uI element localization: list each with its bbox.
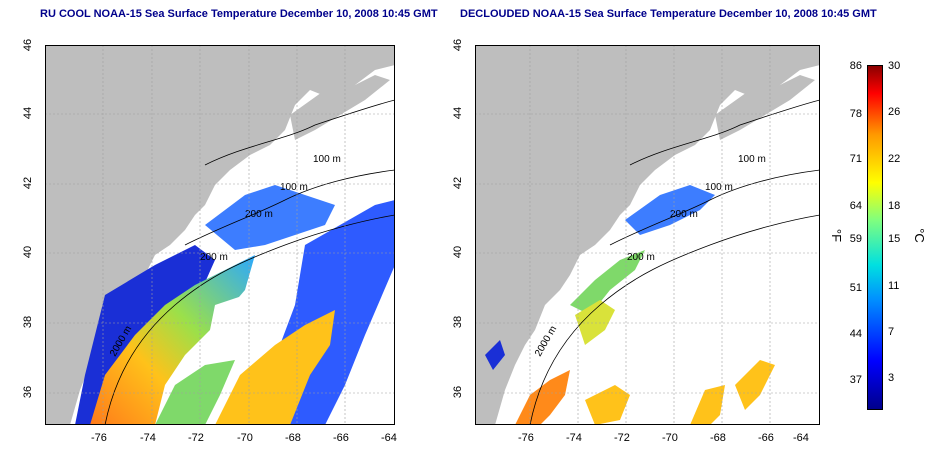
right-map-title: DECLOUDED NOAA-15 Sea Surface Temperatur… — [460, 8, 877, 20]
land-mass — [45, 45, 395, 425]
y-tick-label: 38 — [22, 315, 35, 329]
grid-lines — [45, 45, 395, 425]
colorbar-f-tick: 71 — [849, 153, 862, 165]
right-x-axis: -76 -74 -72 -70 -68 -66 -64 — [475, 432, 820, 448]
left-x-axis: -76 -74 -72 -70 -68 -66 -64 — [45, 432, 397, 448]
contour-100m — [629, 99, 820, 166]
y-tick-label: 38 — [452, 315, 465, 329]
y-tick-label: 46 — [22, 38, 35, 52]
y-tick-label: 40 — [452, 245, 465, 259]
contour-2000m — [529, 214, 820, 425]
sst-patch-east-yellow — [735, 360, 775, 410]
contour-label: 200 m — [245, 209, 273, 220]
colorbar-c-tick: 30 — [888, 60, 901, 72]
x-tick-label: -76 — [518, 432, 534, 444]
left-map: 100 m 100 m 200 m 200 m 2000 m — [45, 45, 395, 425]
x-tick-label: -66 — [758, 432, 774, 444]
colorbar-c-tick: 15 — [888, 233, 901, 245]
contour-label: 100 m — [280, 182, 308, 193]
left-map-title: RU COOL NOAA-15 Sea Surface Temperature … — [40, 8, 438, 20]
contour-200m — [609, 169, 820, 246]
x-tick-label: -74 — [566, 432, 582, 444]
contour-100m — [204, 99, 395, 166]
colorbar-c-tick: 26 — [888, 106, 901, 118]
contour-label: 200 m — [670, 209, 698, 220]
x-tick-label: -64 — [793, 432, 809, 444]
contour-label: 100 m — [738, 154, 766, 165]
nova-scotia-land — [715, 75, 815, 140]
map-frame — [45, 45, 395, 425]
x-tick-label: -74 — [140, 432, 156, 444]
y-tick-label: 42 — [452, 176, 465, 190]
x-tick-label: -76 — [91, 432, 107, 444]
y-tick-label: 40 — [22, 245, 35, 259]
colorbar-f-tick: 86 — [849, 60, 862, 72]
x-tick-label: -72 — [188, 432, 204, 444]
sst-patch-slope-yellow — [575, 300, 615, 345]
colorbar-c-tick: 22 — [888, 153, 901, 165]
left-y-axis: 36 38 40 42 44 46 — [22, 39, 40, 425]
grid-lines — [475, 45, 820, 425]
contour-label: 100 m — [705, 182, 733, 193]
colorbar-c-tick: 11 — [888, 280, 900, 292]
colorbar-celsius-label: °C — [911, 228, 927, 243]
sst-patch-southwest-orange — [515, 370, 570, 425]
y-tick-label: 36 — [22, 385, 35, 399]
land-mass — [475, 45, 820, 425]
sst-patch-south-yellow — [585, 385, 630, 425]
sst-patch-coast-blue — [485, 340, 505, 370]
sst-swath-southeast-warm — [215, 310, 335, 425]
y-tick-label: 44 — [452, 106, 465, 120]
right-map: 100 m 100 m 200 m 200 m 2000 m — [475, 45, 820, 425]
colorbar-c-tick: 18 — [888, 200, 901, 212]
colorbar-f-ticks: 86 78 71 64 59 51 44 37 — [838, 60, 862, 407]
colorbar — [867, 65, 883, 410]
y-tick-label: 46 — [452, 38, 465, 52]
x-tick-label: -66 — [333, 432, 349, 444]
y-tick-label: 44 — [22, 106, 35, 120]
contour-label: 200 m — [627, 252, 655, 263]
sst-patch-southeast-yellow — [690, 385, 725, 425]
colorbar-f-tick: 64 — [849, 200, 862, 212]
colorbar-c-ticks: 30 26 22 18 15 11 7 3 — [888, 60, 912, 407]
y-tick-label: 36 — [452, 385, 465, 399]
sst-swath-southeast-green — [155, 360, 235, 425]
x-tick-label: -72 — [614, 432, 630, 444]
colorbar-f-tick: 51 — [849, 282, 862, 294]
sst-patch-shelf-blue — [625, 185, 715, 235]
colorbar-c-tick: 7 — [888, 326, 895, 338]
contour-2000m — [104, 214, 395, 425]
sst-cloud-gap — [210, 290, 295, 340]
contour-label: 100 m — [313, 154, 341, 165]
x-tick-label: -68 — [285, 432, 301, 444]
sst-swath-warm — [90, 255, 255, 425]
colorbar-c-tick: 3 — [888, 372, 895, 384]
nova-scotia-land — [290, 75, 390, 140]
x-tick-label: -68 — [710, 432, 726, 444]
colorbar-f-tick: 78 — [849, 108, 862, 120]
sst-swath-shelf — [205, 185, 335, 250]
colorbar-f-tick: 37 — [849, 374, 862, 386]
colorbar-f-tick: 59 — [849, 233, 862, 245]
x-tick-label: -70 — [662, 432, 678, 444]
map-frame — [475, 45, 820, 425]
contour-label: 200 m — [200, 252, 228, 263]
x-tick-label: -70 — [237, 432, 253, 444]
x-tick-label: -64 — [381, 432, 397, 444]
colorbar-f-tick: 44 — [849, 328, 862, 340]
y-tick-label: 42 — [22, 176, 35, 190]
colorbar-fahrenheit-label: °F — [829, 228, 845, 243]
contour-200m — [184, 169, 395, 246]
right-y-axis: 36 38 40 42 44 46 — [452, 39, 470, 425]
